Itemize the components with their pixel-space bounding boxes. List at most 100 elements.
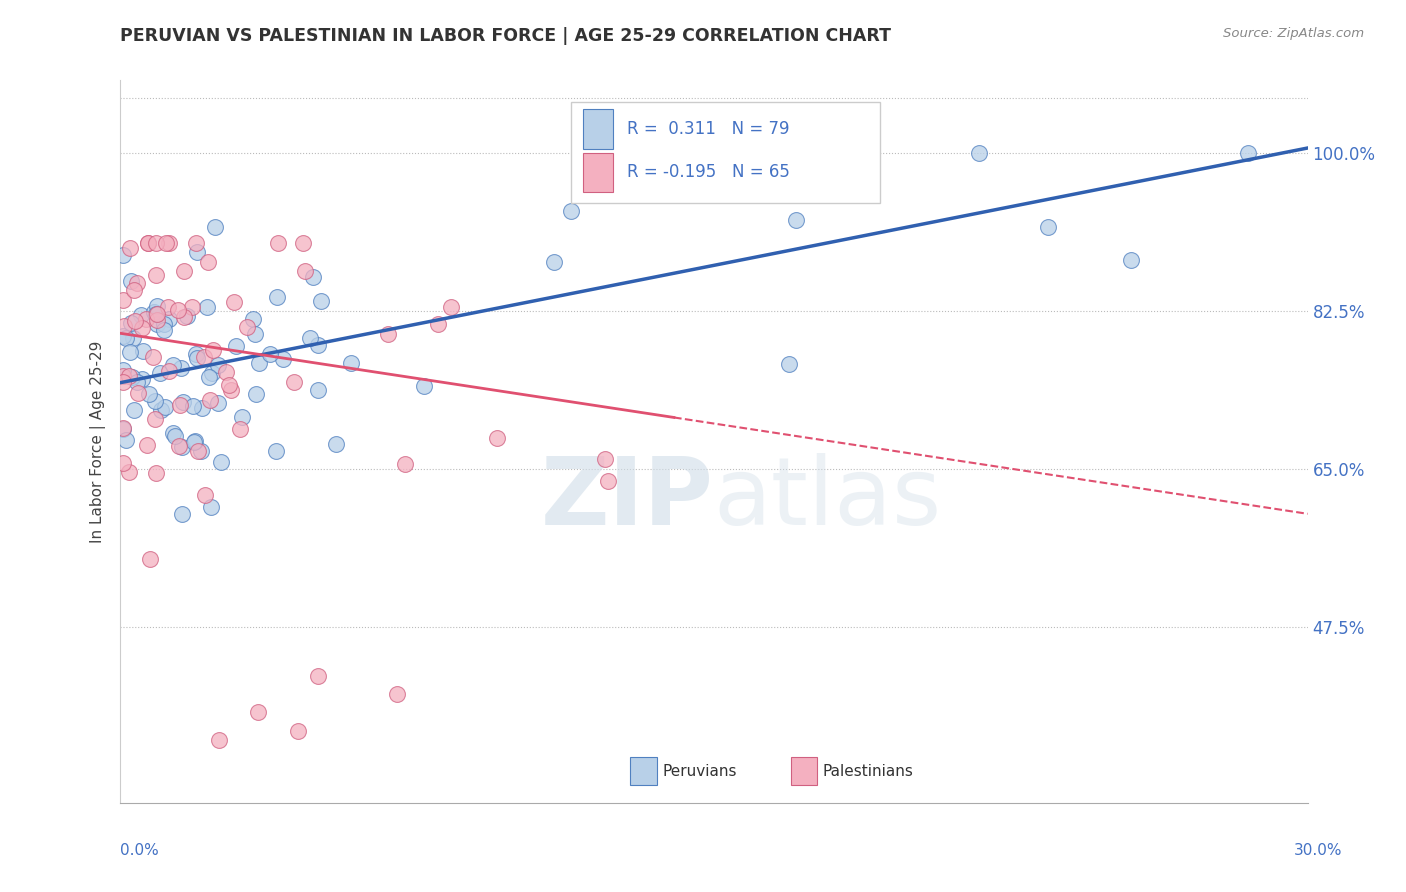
Point (145, 235, 167, 250)
Point (193, 350, 215, 364)
Point (118, 369, 141, 384)
Text: R =  0.311   N = 79: R = 0.311 N = 79 (627, 120, 789, 138)
Point (153, 317, 176, 331)
Point (307, 383, 329, 397)
Point (301, 269, 323, 284)
Point (287, 723, 309, 738)
Point (157, 312, 180, 326)
Point (325, 437, 347, 451)
Point (125, 276, 148, 290)
Point (207, 359, 229, 373)
Point (245, 387, 267, 401)
Point (201, 366, 224, 380)
Point (173, 310, 195, 324)
Text: PERUVIAN VS PALESTINIAN IN LABOR FORCE | AGE 25-29 CORRELATION CHART: PERUVIAN VS PALESTINIAN IN LABOR FORCE |… (120, 27, 890, 45)
Point (156, 300, 179, 314)
Point (120, 316, 142, 330)
Point (271, 352, 294, 367)
Point (593, 452, 616, 467)
Point (166, 303, 188, 318)
Point (339, 357, 361, 371)
Point (112, 422, 135, 436)
Point (294, 263, 316, 277)
Point (200, 392, 222, 407)
Point (264, 444, 287, 458)
Point (112, 329, 135, 343)
Point (142, 350, 165, 364)
Point (127, 386, 149, 401)
Point (143, 394, 166, 409)
Point (218, 378, 240, 392)
Point (209, 455, 232, 469)
Text: Palestinians: Palestinians (823, 764, 914, 779)
Point (136, 437, 159, 451)
Point (377, 326, 399, 341)
Point (169, 360, 191, 375)
Point (187, 444, 209, 458)
Point (215, 365, 238, 379)
Point (135, 312, 157, 326)
Point (165, 429, 187, 443)
Point (785, 213, 807, 227)
FancyBboxPatch shape (583, 109, 613, 149)
Point (181, 300, 204, 314)
Point (190, 444, 212, 458)
Point (146, 299, 169, 313)
Point (266, 290, 288, 304)
Text: atlas: atlas (714, 453, 942, 545)
Point (172, 441, 194, 455)
Point (173, 264, 195, 278)
Point (139, 551, 162, 566)
Point (259, 347, 281, 361)
Point (560, 204, 582, 219)
Point (146, 307, 169, 321)
Point (112, 456, 135, 470)
Point (145, 268, 167, 283)
Point (136, 235, 159, 250)
Point (131, 321, 153, 335)
Point (112, 363, 135, 377)
Point (412, 379, 434, 393)
Point (184, 346, 207, 360)
Point (120, 344, 142, 359)
Point (136, 235, 159, 250)
Text: 0.0%: 0.0% (120, 843, 159, 858)
Text: Peruvians: Peruvians (662, 764, 737, 779)
Point (283, 375, 305, 389)
Point (231, 409, 253, 424)
Point (195, 300, 218, 314)
Point (162, 358, 184, 372)
Point (307, 338, 329, 352)
Point (112, 318, 135, 333)
Point (194, 488, 217, 502)
Point (146, 313, 169, 327)
Point (176, 309, 198, 323)
Point (132, 343, 155, 358)
Point (157, 235, 180, 250)
Point (543, 255, 565, 269)
Point (169, 398, 191, 412)
Point (146, 317, 169, 331)
FancyBboxPatch shape (630, 757, 657, 785)
Point (112, 248, 135, 262)
Point (291, 235, 314, 250)
Text: Source: ZipAtlas.com: Source: ZipAtlas.com (1223, 27, 1364, 40)
Point (247, 706, 270, 720)
Y-axis label: In Labor Force | Age 25-29: In Labor Force | Age 25-29 (90, 341, 105, 542)
Text: ZIP: ZIP (541, 453, 714, 545)
Point (186, 245, 208, 260)
Point (197, 255, 219, 269)
Point (153, 401, 176, 415)
Point (229, 422, 252, 436)
Point (162, 425, 184, 440)
Point (394, 457, 416, 471)
FancyBboxPatch shape (790, 757, 817, 785)
Point (598, 474, 620, 488)
Point (307, 669, 329, 683)
Point (427, 317, 450, 331)
Point (167, 439, 190, 453)
Point (236, 320, 259, 334)
Point (969, 145, 991, 160)
Point (200, 500, 222, 515)
Point (118, 465, 141, 479)
